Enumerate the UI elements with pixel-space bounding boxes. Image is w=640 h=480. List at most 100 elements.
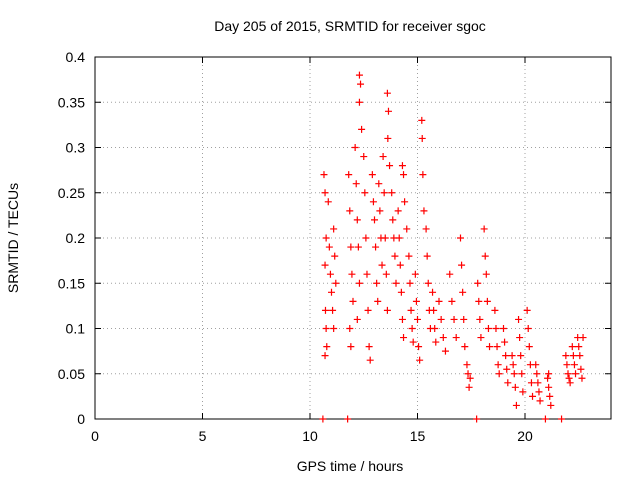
data-point	[353, 315, 361, 323]
data-point	[532, 361, 540, 369]
data-point	[384, 107, 392, 115]
data-point	[563, 361, 571, 369]
data-point	[415, 343, 423, 351]
data-point	[325, 243, 333, 251]
data-point	[348, 270, 356, 278]
data-point	[379, 153, 387, 161]
data-point	[352, 180, 360, 188]
data-point	[420, 207, 428, 215]
data-point	[364, 306, 372, 314]
data-point	[388, 189, 396, 197]
data-point	[376, 207, 384, 215]
data-point	[503, 365, 511, 373]
data-point	[577, 365, 585, 373]
data-point	[381, 234, 389, 242]
data-point	[484, 325, 492, 332]
x-tick-label: 15	[410, 428, 426, 444]
data-point	[320, 171, 328, 179]
data-point	[430, 306, 438, 314]
data-point	[572, 370, 580, 378]
data-point	[495, 370, 503, 378]
data-point	[419, 171, 427, 179]
data-point	[406, 279, 414, 287]
y-tick-label: 0.25	[58, 185, 85, 201]
data-point	[491, 306, 499, 314]
data-point	[529, 392, 537, 400]
data-point	[326, 270, 334, 278]
y-tick-label: 0.15	[58, 275, 85, 291]
x-tick-label: 10	[302, 428, 318, 444]
chart-title: Day 205 of 2015, SRMTID for receiver sgo…	[214, 18, 486, 34]
data-point	[411, 270, 419, 278]
data-point	[319, 415, 327, 423]
data-point	[400, 334, 408, 342]
data-point	[366, 356, 374, 364]
data-point	[351, 144, 359, 151]
data-point	[431, 325, 439, 332]
data-point	[378, 261, 386, 269]
x-axis-label: GPS time / hours	[297, 458, 404, 474]
data-point	[558, 415, 566, 423]
data-point	[355, 98, 363, 106]
data-point	[446, 270, 454, 278]
data-point	[463, 361, 471, 369]
y-tick-label: 0.2	[66, 230, 86, 246]
data-point	[464, 370, 472, 378]
data-point	[494, 361, 502, 369]
data-point	[368, 171, 376, 179]
data-point	[458, 261, 466, 269]
data-point	[418, 116, 426, 124]
data-point	[450, 315, 458, 323]
data-point	[515, 315, 523, 323]
data-point	[332, 279, 340, 287]
data-point	[545, 383, 553, 391]
data-point	[409, 338, 417, 346]
data-point	[486, 343, 494, 351]
data-point	[457, 234, 464, 242]
data-point	[535, 388, 543, 396]
data-point	[354, 243, 362, 251]
x-tick-label: 5	[199, 428, 207, 444]
data-point	[349, 297, 357, 305]
data-point	[321, 352, 329, 360]
data-point	[545, 370, 553, 378]
data-point	[519, 388, 527, 396]
data-point	[398, 162, 406, 170]
data-point	[523, 306, 531, 314]
x-tick-label: 20	[517, 428, 533, 444]
data-point	[346, 325, 354, 332]
data-point	[360, 153, 368, 161]
data-point	[392, 279, 400, 287]
data-point	[536, 397, 544, 405]
y-tick-label: 0.3	[66, 140, 86, 156]
data-point	[429, 288, 437, 296]
data-point	[439, 334, 447, 342]
data-point	[391, 252, 399, 260]
data-point	[570, 361, 578, 369]
data-point	[501, 338, 509, 346]
y-tick-label: 0.05	[58, 366, 85, 382]
data-point	[398, 315, 406, 323]
data-point	[331, 252, 339, 260]
data-point	[324, 198, 332, 206]
data-point	[374, 297, 382, 305]
data-point	[465, 383, 473, 391]
y-tick-label: 0	[77, 411, 85, 427]
data-point	[321, 189, 329, 197]
data-point	[405, 252, 413, 260]
data-point	[524, 325, 532, 332]
data-point	[516, 334, 524, 342]
data-point	[569, 352, 577, 360]
data-point	[382, 270, 390, 278]
data-point	[347, 343, 355, 351]
data-point	[396, 261, 404, 269]
data-point	[383, 89, 391, 97]
data-point	[448, 297, 456, 305]
data-point	[363, 270, 371, 278]
data-point	[353, 216, 361, 224]
data-point	[562, 352, 570, 360]
data-point	[512, 401, 520, 409]
data-point	[407, 306, 415, 314]
data-point	[509, 361, 517, 369]
data-point	[414, 315, 421, 323]
